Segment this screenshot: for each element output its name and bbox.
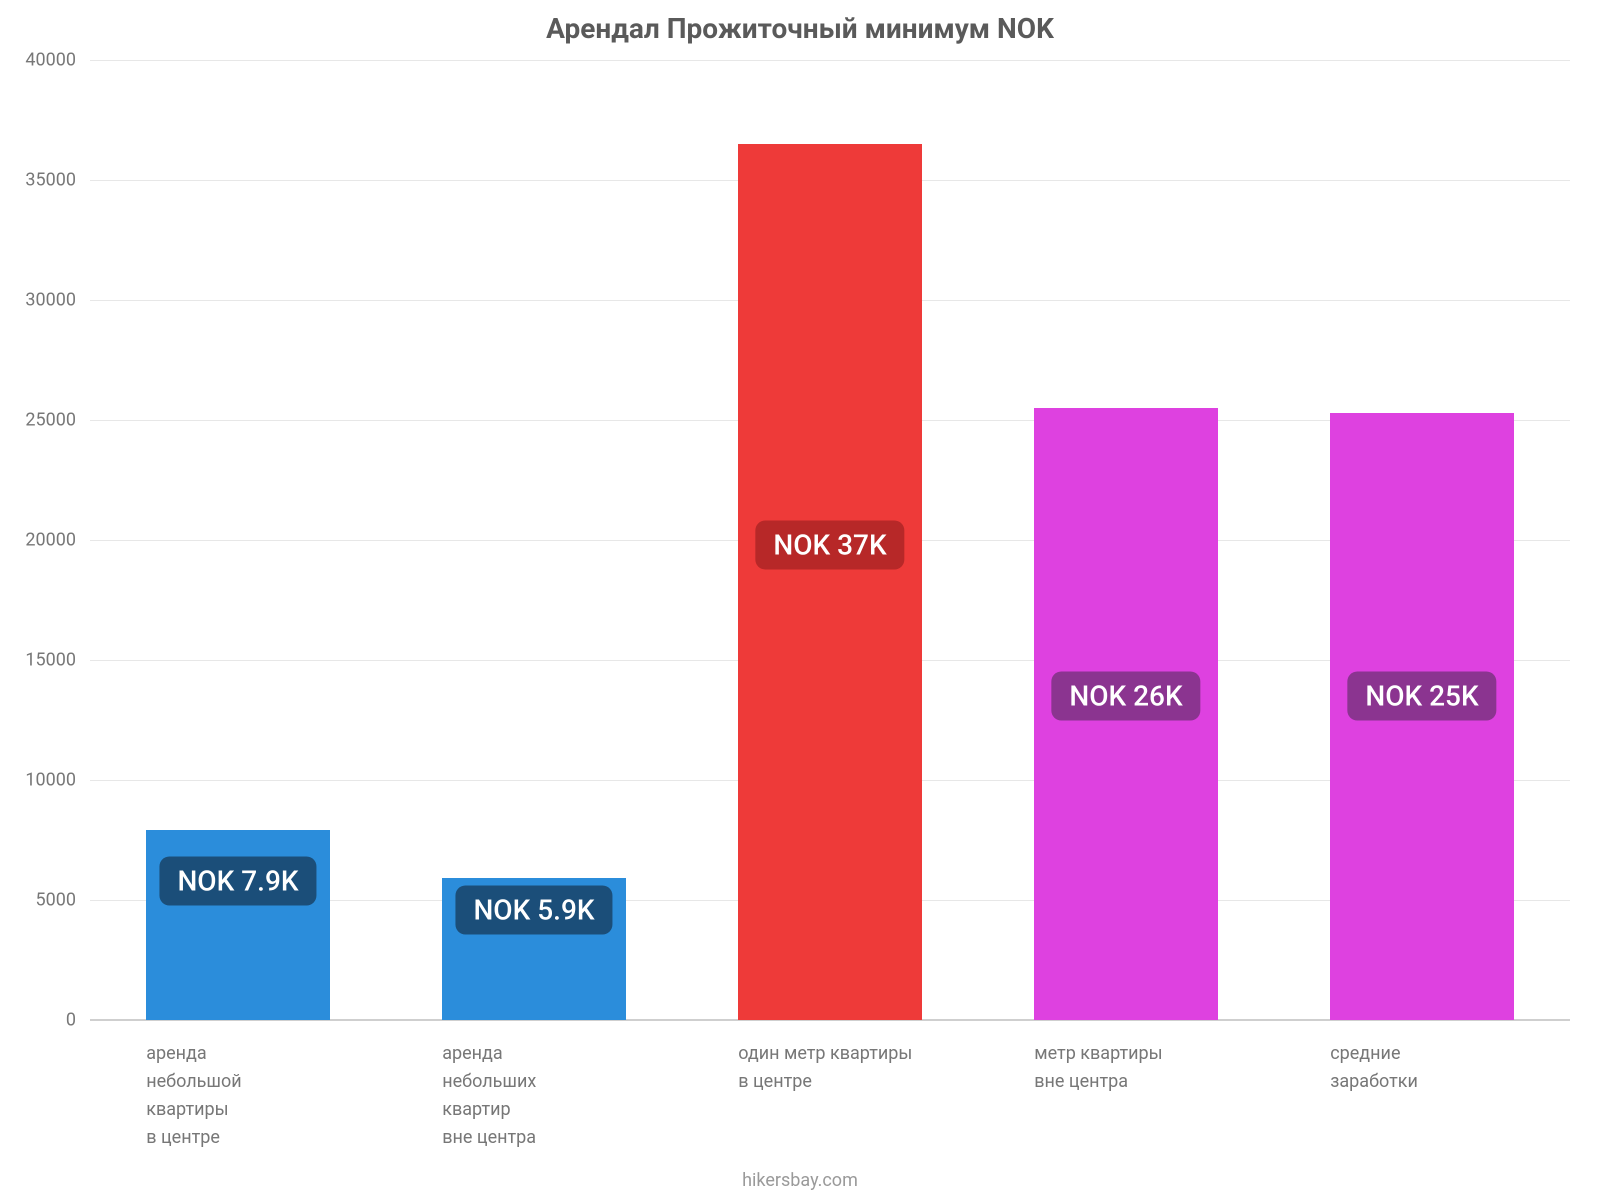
x-axis-label: аренда небольшой квартиры в центре — [146, 1020, 241, 1152]
x-axis-label: аренда небольших квартир вне центра — [442, 1020, 536, 1152]
y-axis-label: 0 — [66, 1010, 90, 1031]
cost-of-living-chart: Арендал Прожиточный минимум NOK 05000100… — [0, 0, 1600, 1200]
x-axis-label: метр квартиры вне центра — [1034, 1020, 1162, 1096]
y-axis-label: 10000 — [25, 770, 90, 791]
y-axis-label: 5000 — [36, 890, 90, 911]
plot-area: 0500010000150002000025000300003500040000… — [90, 60, 1570, 1020]
value-badge: NOK 37K — [755, 520, 904, 569]
y-axis-label: 20000 — [25, 530, 90, 551]
attribution-text: hikersbay.com — [0, 1170, 1600, 1191]
value-badge: NOK 26K — [1051, 672, 1200, 721]
value-badge: NOK 5.9K — [455, 885, 612, 934]
grid-line — [90, 60, 1570, 61]
y-axis-label: 40000 — [25, 50, 90, 71]
y-axis-label: 25000 — [25, 410, 90, 431]
y-axis-label: 15000 — [25, 650, 90, 671]
value-badge: NOK 25K — [1347, 672, 1496, 721]
y-axis-label: 35000 — [25, 170, 90, 191]
bar — [738, 144, 922, 1020]
x-axis-label: средние заработки — [1330, 1020, 1418, 1096]
chart-title: Арендал Прожиточный минимум NOK — [0, 12, 1600, 45]
x-axis-label: один метр квартиры в центре — [738, 1020, 912, 1096]
y-axis-label: 30000 — [25, 290, 90, 311]
value-badge: NOK 7.9K — [159, 856, 316, 905]
